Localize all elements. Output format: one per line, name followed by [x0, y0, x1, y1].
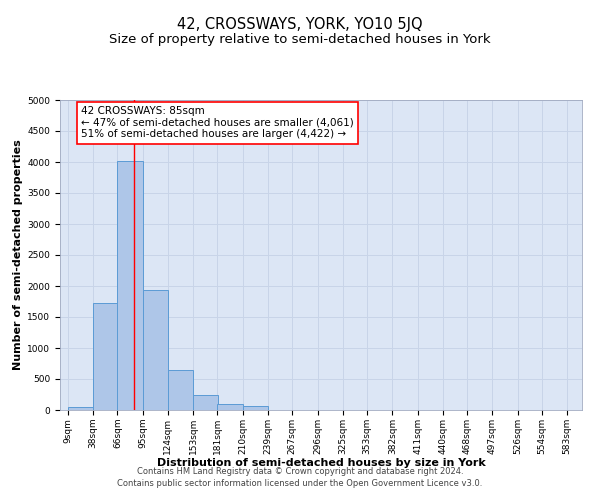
Text: Contains HM Land Registry data © Crown copyright and database right 2024.
Contai: Contains HM Land Registry data © Crown c…	[118, 466, 482, 487]
X-axis label: Distribution of semi-detached houses by size in York: Distribution of semi-detached houses by …	[157, 458, 485, 468]
Bar	[68, 406, 93, 410]
Text: 42 CROSSWAYS: 85sqm
← 47% of semi-detached houses are smaller (4,061)
51% of sem: 42 CROSSWAYS: 85sqm ← 47% of semi-detach…	[81, 106, 353, 140]
Bar	[243, 406, 268, 410]
Bar	[193, 396, 218, 410]
Bar	[217, 404, 243, 410]
Bar	[118, 161, 143, 410]
Bar	[93, 304, 118, 410]
Y-axis label: Number of semi-detached properties: Number of semi-detached properties	[13, 140, 23, 370]
Bar	[168, 370, 193, 410]
Bar	[143, 290, 168, 410]
Text: Size of property relative to semi-detached houses in York: Size of property relative to semi-detach…	[109, 32, 491, 46]
Text: 42, CROSSWAYS, YORK, YO10 5JQ: 42, CROSSWAYS, YORK, YO10 5JQ	[177, 18, 423, 32]
